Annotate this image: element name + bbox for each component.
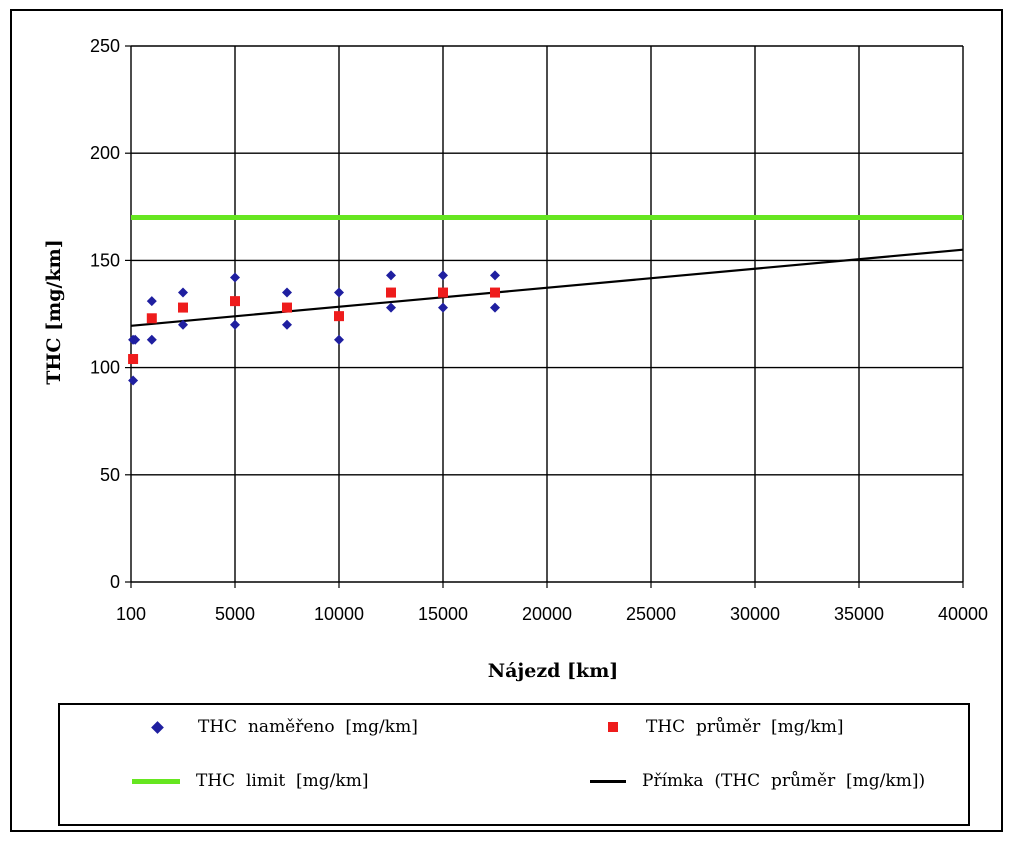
y-tick-label: 250 — [90, 36, 120, 56]
average-point — [128, 354, 139, 365]
x-tick-label: 25000 — [626, 604, 676, 624]
green-line-icon — [132, 778, 180, 784]
measured-point — [282, 287, 292, 298]
x-tick-label: 15000 — [418, 604, 468, 624]
y-tick-labels: 0 50 100 150 200 250 — [90, 36, 120, 592]
legend-label-average: THC průměr [mg/km] — [646, 717, 844, 737]
square-marker-icon — [608, 722, 618, 732]
measured-point — [282, 319, 292, 330]
legend-label-limit: THC limit [mg/km] — [196, 771, 369, 791]
x-tick-label: 20000 — [522, 604, 572, 624]
average-point — [230, 296, 240, 307]
measured-point — [386, 270, 396, 281]
legend-entry-average: THC průměr [mg/km] — [608, 717, 843, 737]
measured-point — [178, 319, 188, 330]
average-point — [282, 302, 292, 313]
y-tick-label: 200 — [90, 143, 120, 163]
y-tick-label: 50 — [100, 465, 120, 485]
x-tick-label: 35000 — [834, 604, 884, 624]
measured-point — [438, 270, 448, 281]
average-point — [438, 287, 448, 298]
measured-point — [178, 287, 188, 298]
x-tick-label: 5000 — [215, 604, 255, 624]
average-point — [146, 313, 157, 324]
average-point — [386, 287, 396, 298]
x-tick-label: 40000 — [938, 604, 988, 624]
x-tick-labels: 100 5000 10000 15000 20000 25000 30000 35000 400… — [116, 604, 988, 624]
y-tick-label: 0 — [110, 572, 120, 592]
measured-point — [130, 334, 141, 345]
measured-point — [146, 296, 157, 307]
measured-point — [334, 287, 344, 298]
measured-point — [146, 334, 157, 345]
x-tick-label: 30000 — [730, 604, 780, 624]
y-axis-title: THC [mg/km] — [43, 239, 65, 384]
legend-entry-limit: THC limit [mg/km] — [132, 771, 368, 791]
x-tick-label: 100 — [116, 604, 146, 624]
legend-entry-measured: THC naměřeno [mg/km] — [148, 717, 418, 737]
measured-point — [490, 270, 500, 281]
diamond-marker-icon — [151, 720, 164, 734]
measured-point — [438, 302, 448, 313]
legend-label-trendline: Přímka (THC průměr [mg/km]) — [642, 771, 926, 791]
measured-point — [490, 302, 500, 313]
measured-point — [230, 272, 240, 283]
average-point — [178, 302, 188, 313]
trend-line — [130, 248, 964, 327]
chart-frame — [10, 9, 1003, 832]
grid — [125, 45, 964, 588]
average-point — [490, 287, 500, 298]
legend-entry-trendline: Přímka (THC průměr [mg/km]) — [590, 771, 925, 791]
measured-point — [334, 334, 344, 345]
y-tick-label: 100 — [90, 358, 120, 378]
measured-point — [128, 375, 139, 386]
legend: THC naměřeno [mg/km] THC průměr [mg/km] … — [58, 703, 970, 826]
black-line-icon — [590, 779, 626, 783]
x-axis-title: Nájezd [km] — [488, 660, 619, 682]
average-point — [334, 311, 344, 322]
measured-point — [230, 319, 240, 330]
legend-label-measured: THC naměřeno [mg/km] — [198, 717, 418, 737]
series-layer — [128, 215, 964, 386]
measured-point — [386, 302, 396, 313]
y-tick-label: 150 — [90, 250, 120, 270]
x-tick-label: 10000 — [314, 604, 364, 624]
